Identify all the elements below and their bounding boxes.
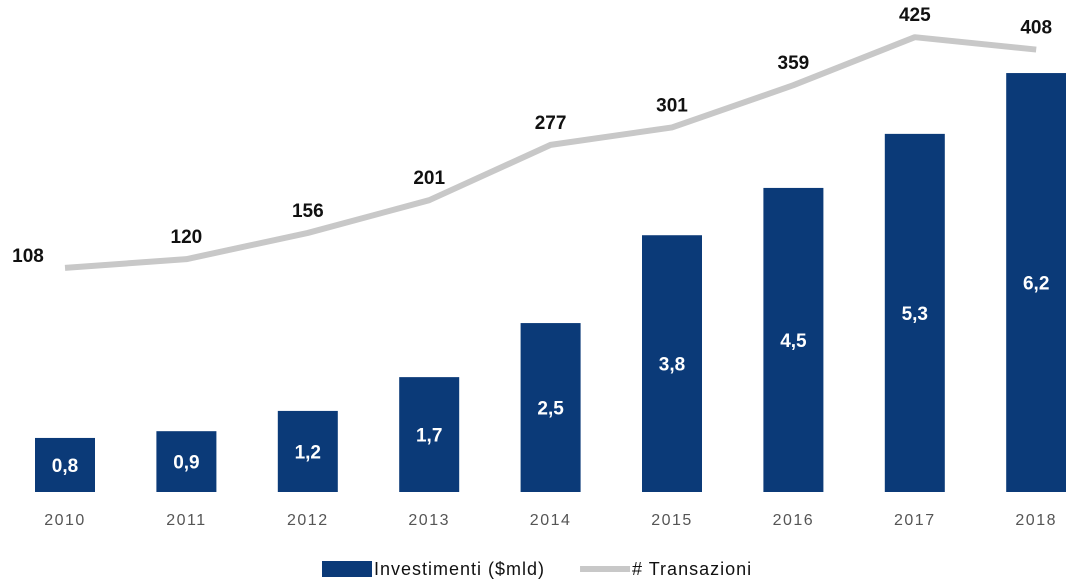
x-tick-label: 2017 <box>894 512 936 529</box>
bar <box>399 377 460 492</box>
bar <box>1006 73 1066 493</box>
line-value-label: 301 <box>656 95 688 116</box>
x-tick-label: 2016 <box>773 512 815 529</box>
x-tick-label: 2012 <box>287 512 329 529</box>
legend-swatch <box>322 561 372 577</box>
line-value-label: 108 <box>12 246 44 267</box>
bar <box>642 235 702 492</box>
bar-value-label: 0,8 <box>52 456 78 477</box>
legend-label: # Transazioni <box>632 559 752 579</box>
line-value-label: 201 <box>413 168 445 189</box>
bar <box>156 431 217 492</box>
x-tick-label: 2010 <box>44 512 86 529</box>
x-tick-label: 2011 <box>166 512 206 529</box>
bar-value-label: 1,7 <box>416 426 442 447</box>
line <box>64 34 1037 271</box>
bar-value-label: 4,5 <box>780 331 807 352</box>
bar <box>520 323 581 492</box>
line-value-label: 425 <box>899 5 931 26</box>
line-value-label: 156 <box>292 201 324 222</box>
bar <box>763 187 824 492</box>
bar-value-label: 1,2 <box>295 442 321 463</box>
x-tick-label: 2013 <box>408 512 450 529</box>
line-value-label: 359 <box>778 53 810 74</box>
legend-label: Investimenti ($mld) <box>374 559 545 579</box>
bar <box>884 133 945 492</box>
line-value-label: 277 <box>535 113 567 134</box>
bar-value-label: 0,9 <box>173 453 199 474</box>
line-value-label: 120 <box>171 227 203 248</box>
x-tick-label: 2015 <box>651 512 693 529</box>
x-tick-label: 2018 <box>1015 512 1057 529</box>
bar <box>35 437 95 492</box>
line-value-label: 408 <box>1020 18 1052 39</box>
bar <box>277 410 338 492</box>
bar-value-label: 2,5 <box>537 399 564 420</box>
bar-value-label: 3,8 <box>659 355 685 376</box>
bar-value-label: 6,2 <box>1023 274 1049 295</box>
bar-value-label: 5,3 <box>902 304 928 325</box>
x-tick-label: 2014 <box>530 512 572 529</box>
